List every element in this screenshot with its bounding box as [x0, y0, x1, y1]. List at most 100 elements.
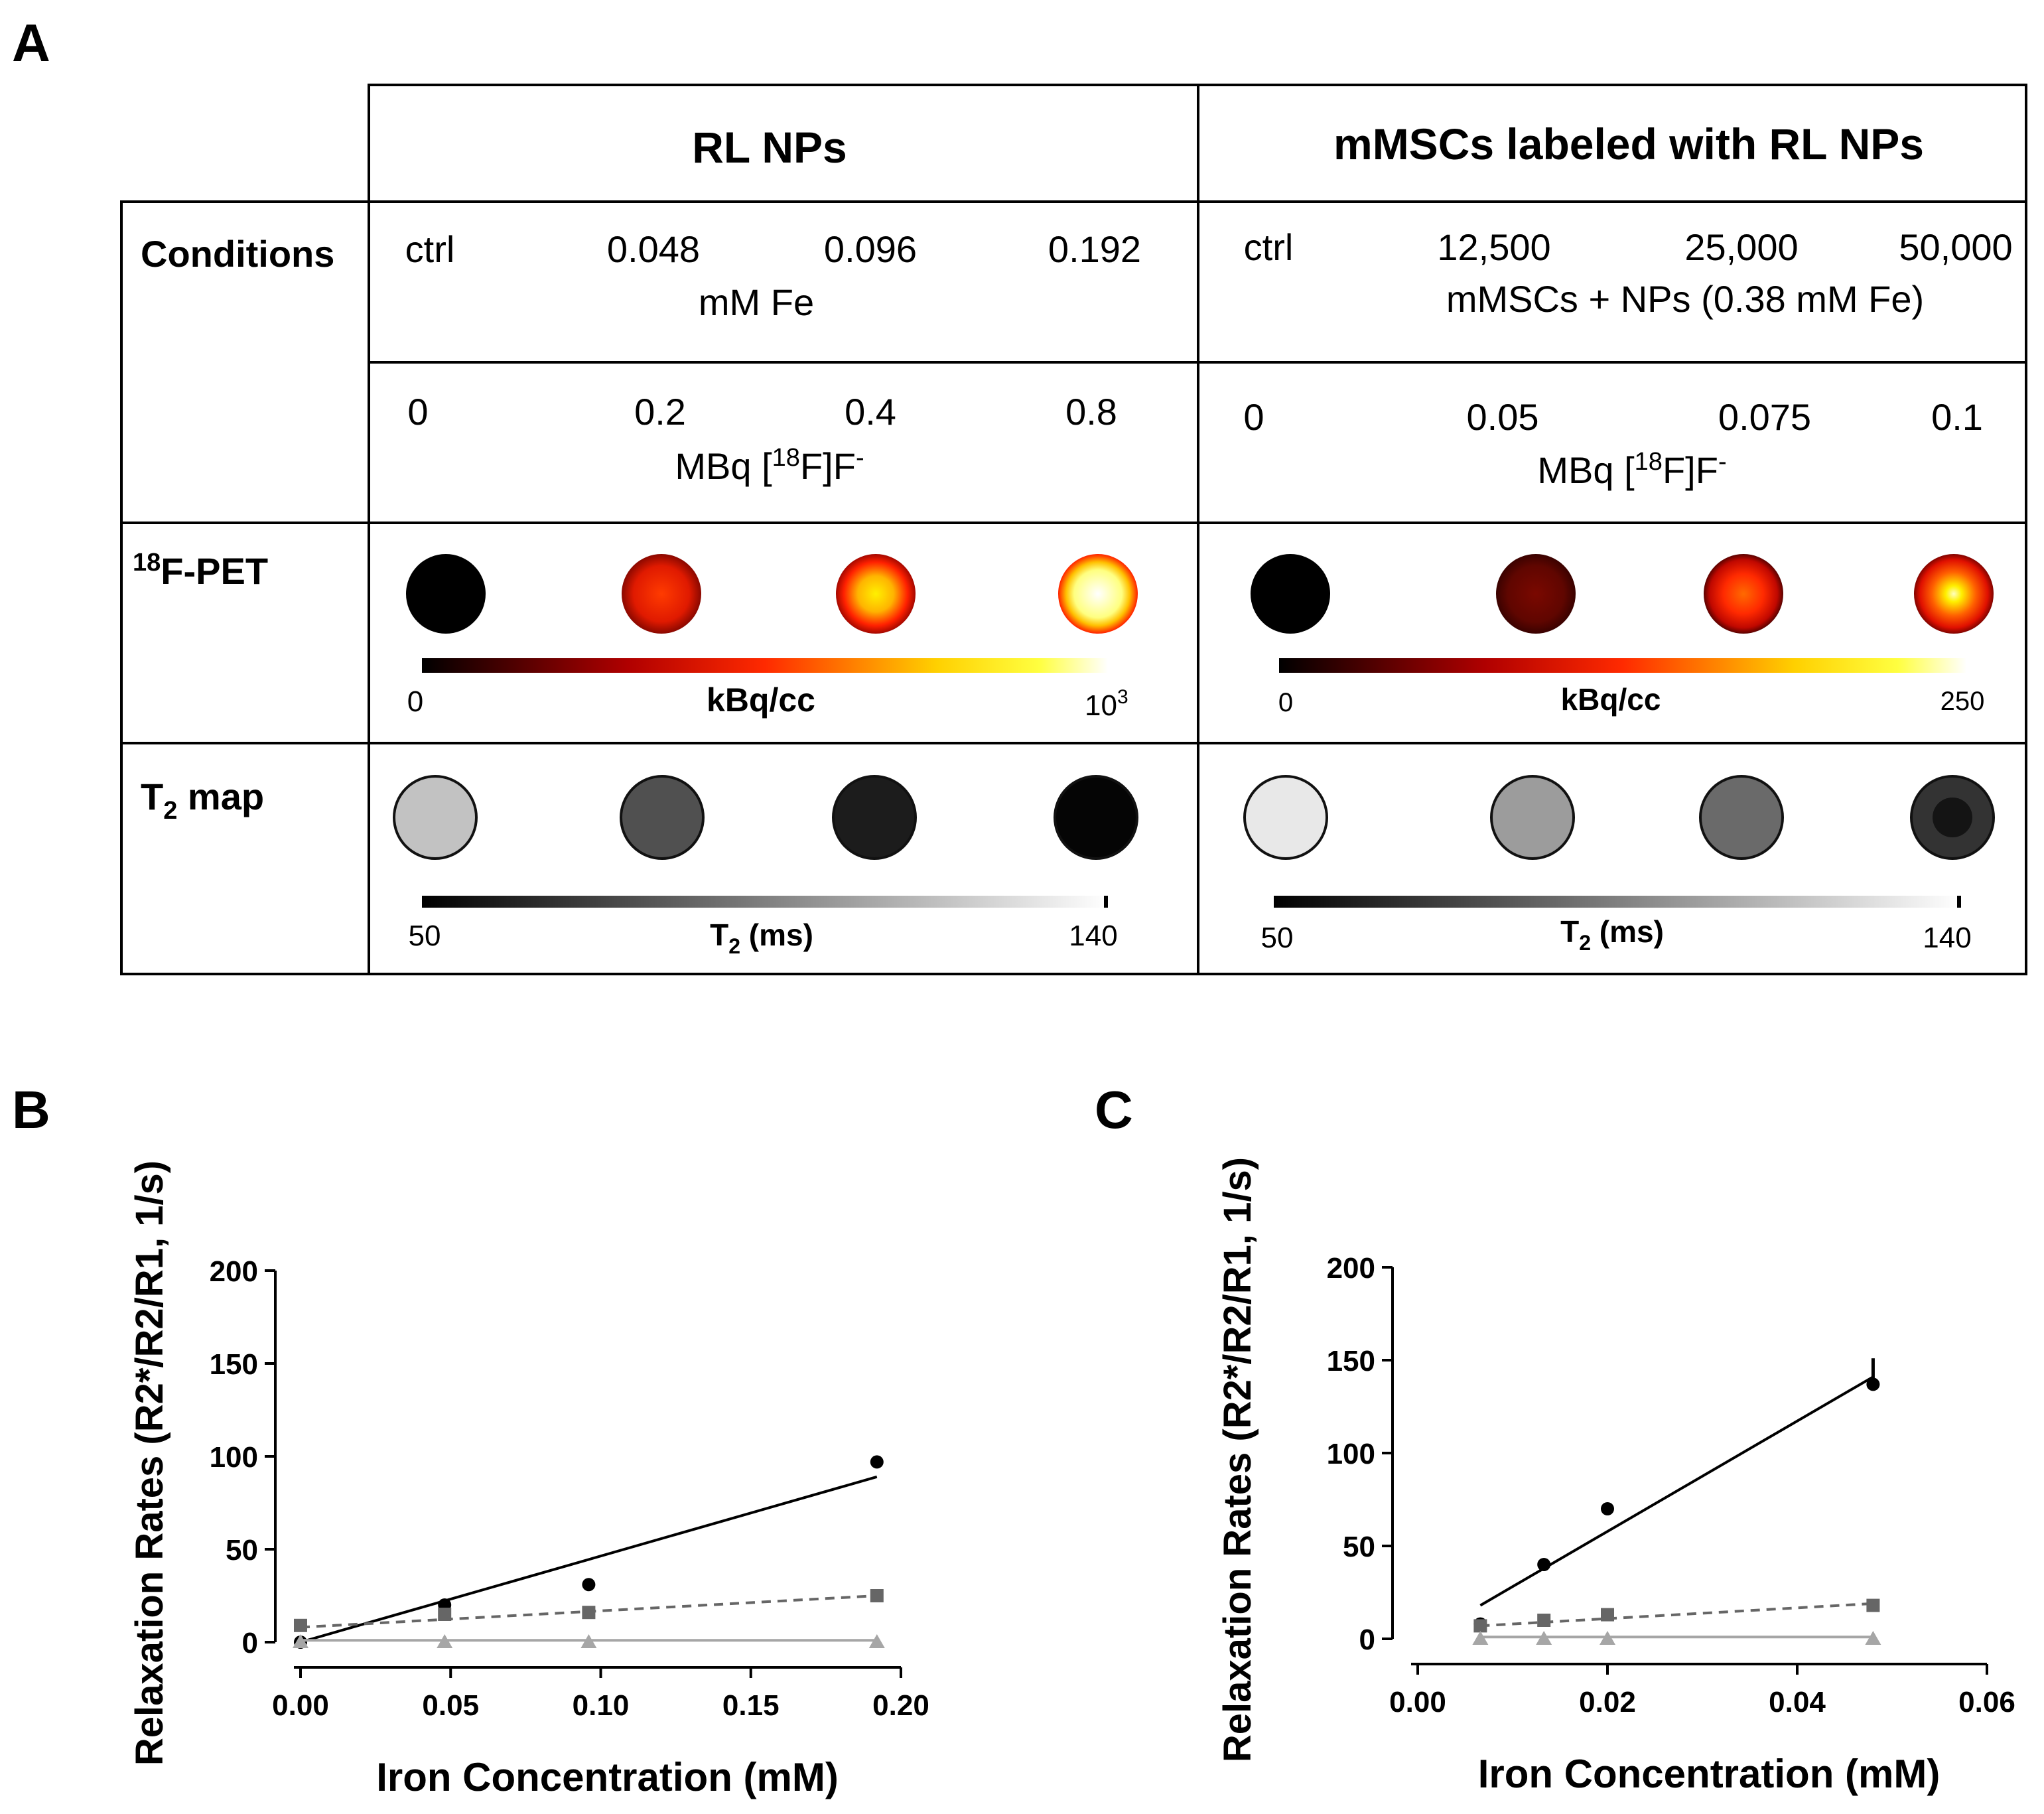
point-R1 [868, 1634, 885, 1648]
x-tick-label: 0.00 [272, 1689, 329, 1722]
pet-mmsc-phantom-2 [1704, 554, 1783, 634]
t2-mmsc-scale-min: 50 [1261, 922, 1294, 954]
point-R2* [582, 1578, 596, 1592]
mmsc-activity-0: 0 [1243, 396, 1264, 438]
y-tick-label: 100 [210, 1441, 258, 1474]
t2-rl-scale-label: T2 (ms) [710, 918, 813, 958]
pet-rl-phantom-0 [406, 554, 486, 634]
panel-label-b: B [12, 1080, 50, 1139]
t2-rl-scale-min: 50 [409, 920, 441, 952]
row-label-conditions: Conditions [141, 233, 334, 275]
point-R2 [582, 1606, 596, 1620]
rl-unit: mM Fe [699, 281, 814, 323]
fit-line-R2* [1479, 1375, 1874, 1607]
t2-mmsc-scale-max: 140 [1923, 922, 1971, 954]
x-tick-label: 0.00 [1389, 1686, 1446, 1718]
col-header-mmsc: mMSCs labeled with RL NPs [1333, 119, 1924, 169]
pet-rl-scale-min: 0 [407, 685, 423, 718]
point-R2 [1601, 1608, 1614, 1622]
point-R2* [870, 1455, 884, 1469]
t2-mmsc-phantom-3-core [1933, 798, 1972, 837]
point-R2 [294, 1618, 307, 1632]
rl-value-3: 0.192 [1048, 228, 1141, 270]
t2-rl-scale-max: 140 [1069, 920, 1117, 952]
point-R2 [1473, 1619, 1487, 1633]
t2-mmsc-phantom-1 [1490, 775, 1575, 860]
rl-activity-0: 0 [407, 391, 428, 433]
y-tick-label: 200 [1327, 1252, 1375, 1285]
chart-b: 0 50 100 150 200 0.00 0.05 0.10 0.15 0.20 Iron Con… [128, 1160, 929, 1799]
pet-mmsc-phantoms [1251, 554, 1994, 634]
row-label-pet: 18F-PET [133, 549, 268, 592]
x-tick-label: 0.02 [1579, 1686, 1636, 1718]
pet-mmsc-colorbar [1279, 658, 1966, 673]
point-R1 [580, 1634, 597, 1648]
y-tick-label: 0 [1359, 1624, 1375, 1656]
t2-rl-phantom-2 [832, 775, 917, 860]
point-R2* [1601, 1502, 1614, 1515]
y-axis-label: Relaxation Rates (R2*/R2/R1, 1/s) [1216, 1157, 1259, 1762]
point-R1 [1536, 1631, 1552, 1645]
point-R2* [1537, 1558, 1551, 1571]
t2-mmsc-colorbar [1274, 896, 1961, 908]
rl-activity-2: 0.4 [845, 391, 896, 433]
x-tick-label: 0.10 [573, 1689, 630, 1722]
y-tick-label: 0 [242, 1627, 258, 1659]
pet-rl-phantom-2 [836, 554, 916, 634]
mmsc-value-3: 50,000 [1899, 226, 2012, 268]
pet-rl-phantoms [406, 554, 1138, 634]
pet-rl-colorbar [422, 658, 1108, 673]
t2-mmsc-colorbar-end [1957, 896, 1961, 908]
point-R2* [1866, 1377, 1880, 1391]
t2-mmsc-scale-label: T2 (ms) [1560, 914, 1664, 955]
mmsc-activity-2: 0.075 [1718, 396, 1811, 438]
t2-rl-phantom-1 [620, 775, 705, 860]
pet-rl-phantom-1 [622, 554, 701, 634]
t2-mmsc-phantom-0 [1243, 775, 1328, 860]
t2-rl-phantom-3 [1054, 775, 1138, 860]
y-tick-label: 150 [1327, 1345, 1375, 1377]
pet-rl-phantom-3 [1058, 554, 1138, 634]
t2-rl-phantom-0 [393, 775, 478, 860]
row-label-t2: T2 map [141, 776, 264, 825]
rl-value-1: 0.048 [607, 228, 700, 270]
t2-rl-colorbar [422, 896, 1108, 908]
point-R2 [438, 1608, 452, 1621]
x-tick-label: 0.06 [1958, 1686, 2015, 1718]
t2-rl-colorbar-end [1104, 896, 1108, 908]
x-axis-label: Iron Concentration (mM) [1478, 1752, 1941, 1796]
mmsc-value-2: 25,000 [1684, 226, 1798, 268]
y-axis-label: Relaxation Rates (R2*/R2/R1, 1/s) [128, 1160, 171, 1766]
mmsc-unit: mMSCs + NPs (0.38 mM Fe) [1446, 278, 1924, 320]
table-grid [120, 84, 2027, 975]
rl-activity-unit: MBq [18F]F- [675, 444, 864, 487]
pet-rl-scale-max: 103 [1085, 686, 1128, 722]
point-R2 [870, 1589, 884, 1602]
pet-mmsc-phantom-0 [1251, 554, 1330, 634]
point-R2 [1537, 1614, 1551, 1627]
rl-activity-1: 0.2 [634, 391, 686, 433]
pet-mmsc-phantom-1 [1496, 554, 1576, 634]
pet-mmsc-scale-label: kBq/cc [1561, 682, 1661, 717]
mmsc-value-0: ctrl [1244, 226, 1294, 268]
x-tick-label: 0.05 [422, 1689, 479, 1722]
panel-label-a: A [12, 13, 50, 72]
chart-c: 0 50 100 150 200 0.00 0.02 0.04 0.06 Iron Concent… [1216, 1157, 2015, 1796]
pet-mmsc-scale-max: 250 [1941, 687, 1985, 716]
y-tick-label: 50 [1343, 1531, 1375, 1563]
point-R1 [1472, 1631, 1489, 1645]
col-header-rl: RL NPs [692, 123, 847, 172]
y-tick-label: 150 [210, 1348, 258, 1381]
rl-value-2: 0.096 [824, 228, 917, 270]
fit-line-R2* [300, 1475, 878, 1643]
point-R1 [1600, 1631, 1615, 1645]
x-axis-label: Iron Concentration (mM) [376, 1755, 839, 1799]
point-R1 [437, 1634, 453, 1648]
point-R2 [1866, 1598, 1880, 1612]
rl-value-0: ctrl [405, 228, 455, 270]
pet-rl-scale-label: kBq/cc [707, 681, 815, 719]
panel-label-c: C [1095, 1080, 1133, 1139]
rl-activity-3: 0.8 [1065, 391, 1117, 433]
y-tick-label: 100 [1327, 1438, 1375, 1470]
